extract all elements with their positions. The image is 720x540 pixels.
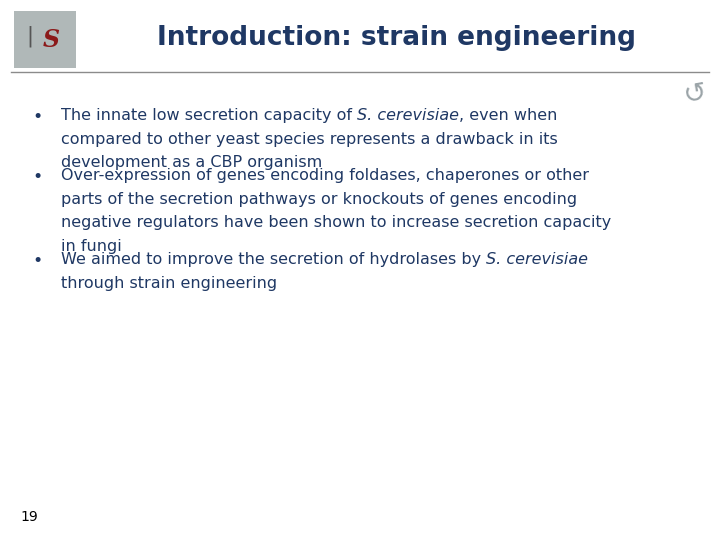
Text: ↺: ↺	[681, 78, 708, 110]
Text: Over-expression of genes encoding foldases, chaperones or other: Over-expression of genes encoding foldas…	[61, 168, 589, 183]
Text: The innate low secretion capacity of: The innate low secretion capacity of	[61, 108, 357, 123]
Text: We aimed to improve the secretion of hydrolases by: We aimed to improve the secretion of hyd…	[61, 252, 487, 267]
Text: S: S	[42, 28, 60, 52]
Text: through strain engineering: through strain engineering	[61, 275, 277, 291]
Text: negative regulators have been shown to increase secretion capacity: negative regulators have been shown to i…	[61, 215, 611, 231]
Text: in fungi: in fungi	[61, 239, 122, 254]
Text: •: •	[32, 108, 42, 126]
Text: development as a CBP organism: development as a CBP organism	[61, 155, 323, 170]
Text: 19: 19	[20, 510, 38, 524]
Text: compared to other yeast species represents a drawback in its: compared to other yeast species represen…	[61, 132, 558, 147]
Bar	[14, 11, 76, 68]
Text: •: •	[32, 168, 42, 186]
Text: parts of the secretion pathways or knockouts of genes encoding: parts of the secretion pathways or knock…	[61, 192, 577, 207]
Text: Introduction: strain engineering: Introduction: strain engineering	[156, 25, 636, 51]
Text: , even when: , even when	[459, 108, 558, 123]
Text: S. cerevisiae: S. cerevisiae	[487, 252, 588, 267]
Text: S. cerevisiae: S. cerevisiae	[357, 108, 459, 123]
Text: |: |	[26, 25, 33, 47]
Text: •: •	[32, 252, 42, 270]
